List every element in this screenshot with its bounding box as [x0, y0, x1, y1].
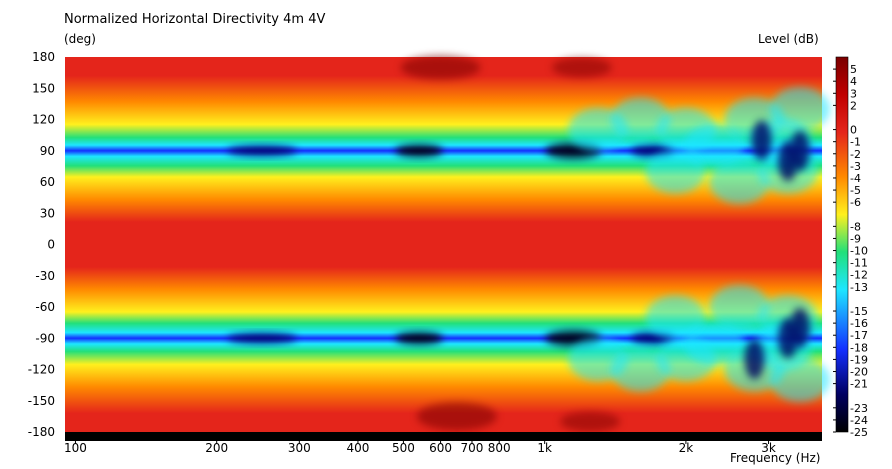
hf-scatter-pos-7: [645, 149, 706, 194]
colorbar-tick-label: -10: [850, 245, 868, 258]
y-tick-label: 90: [40, 144, 55, 158]
bottom-band: [65, 432, 822, 441]
hf-scatter-neg-1: [610, 347, 671, 392]
x-tick-label: 3k: [761, 441, 776, 455]
colorbar-tick-label: -23: [850, 402, 868, 415]
colorbar-tick-label: 5: [850, 63, 857, 76]
colorbar-tick-label: -25: [850, 426, 868, 439]
colorbar-tick-label: -4: [850, 172, 861, 185]
heatmap-plot-area: [65, 55, 830, 441]
hot-lobe-rear-neg-650: [416, 402, 497, 431]
y-tick-label: 30: [40, 206, 55, 220]
x-axis-ticks: 100 200 300 400 500 600 700 800 1k 2k 3k: [64, 441, 776, 455]
hf-scatter-pos-8: [709, 160, 770, 204]
colorbar-unit: Level (dB): [758, 32, 819, 46]
hf-scatter-neg-6: [769, 357, 830, 402]
colorbar-tick-label: -6: [850, 196, 861, 209]
x-tick-label: 200: [205, 441, 228, 455]
x-tick-label: 700: [461, 441, 484, 455]
null-region-neg-250: [227, 333, 298, 344]
x-tick-label: 400: [346, 441, 369, 455]
y-tick-label: 60: [40, 175, 55, 189]
x-tick-label: 100: [64, 441, 87, 455]
y-tick-label: 150: [32, 81, 55, 95]
y-axis-unit: (deg): [64, 32, 96, 46]
hf-scatter-pos-6: [769, 87, 830, 132]
colorbar-tick-label: -17: [850, 329, 868, 342]
colorbar-tick-label: -2: [850, 148, 861, 161]
colorbar-tick-label: -5: [850, 184, 861, 197]
y-tick-label: -90: [35, 331, 55, 345]
colorbar-tick-label: -20: [850, 366, 868, 379]
hf-scatter-neg-8: [709, 285, 770, 329]
null-region-pos-250: [227, 145, 298, 156]
colorbar-tick-label: -1: [850, 136, 861, 149]
hf-scatter-pos-3: [684, 123, 745, 168]
x-tick-label: 500: [392, 441, 415, 455]
colorbar-tick-label: -11: [850, 257, 868, 270]
colorbar-tick-label: 3: [850, 87, 857, 100]
colorbar-tick-label: -24: [850, 414, 868, 427]
heatmap-background: [65, 57, 822, 432]
hot-lobe-rear-pos-600: [400, 55, 481, 80]
hf-null-5: [789, 307, 810, 348]
colorbar-tick-label: -21: [850, 378, 868, 391]
hf-null-0: [751, 120, 772, 161]
y-tick-label: 120: [32, 113, 55, 127]
colorbar-tick-label: -9: [850, 232, 861, 245]
hot-lobe-rear-pos-1200: [551, 57, 612, 78]
colorbar-gradient: [835, 56, 849, 433]
colorbar-tick-label: -13: [850, 281, 868, 294]
x-tick-label: 800: [488, 441, 511, 455]
colorbar-tick-label: -19: [850, 353, 868, 366]
y-tick-label: -60: [35, 300, 55, 314]
y-tick-label: -150: [28, 394, 55, 408]
hf-null-3: [744, 339, 765, 380]
hot-lobe-rear-neg-1250: [560, 411, 621, 432]
colorbar-tick-label: 2: [850, 99, 857, 112]
hf-scatter-pos-1: [610, 97, 671, 142]
colorbar-tick-label: 0: [850, 124, 857, 137]
colorbar-tick-label: 4: [850, 75, 857, 88]
x-axis-label: Frequency (Hz): [730, 451, 821, 465]
colorbar-tick-label: -18: [850, 341, 868, 354]
null-region-pos-540: [395, 144, 444, 157]
y-tick-label: -120: [28, 363, 55, 377]
colorbar-tick-label: -16: [850, 317, 868, 330]
colorbar: 54320-1-2-3-4-5-6-8-9-10-11-12-13-15-16-…: [833, 56, 868, 439]
colorbar-tick-label: -3: [850, 160, 861, 173]
hf-scatter-neg-3: [684, 321, 745, 366]
y-tick-label: 180: [32, 50, 55, 64]
chart-title: Normalized Horizontal Directivity 4m 4V: [64, 12, 326, 27]
colorbar-tick-label: -12: [850, 269, 868, 282]
null-region-neg-540: [395, 332, 444, 345]
x-tick-label: 2k: [679, 441, 694, 455]
x-tick-label: 600: [429, 441, 452, 455]
y-axis-ticks: 180 150 120 90 60 30 0 -30 -60 -90 -120 -150 -180: [28, 50, 55, 439]
x-tick-label: 300: [288, 441, 311, 455]
hf-scatter-neg-7: [645, 295, 706, 340]
colorbar-tick-label: -8: [850, 220, 861, 233]
x-tick-label: 1k: [537, 441, 552, 455]
hf-null-2: [789, 130, 810, 171]
y-tick-label: -180: [28, 425, 55, 439]
colorbar-tick-label: -15: [850, 305, 868, 318]
y-tick-label: 0: [47, 238, 55, 252]
y-tick-label: -30: [35, 269, 55, 283]
